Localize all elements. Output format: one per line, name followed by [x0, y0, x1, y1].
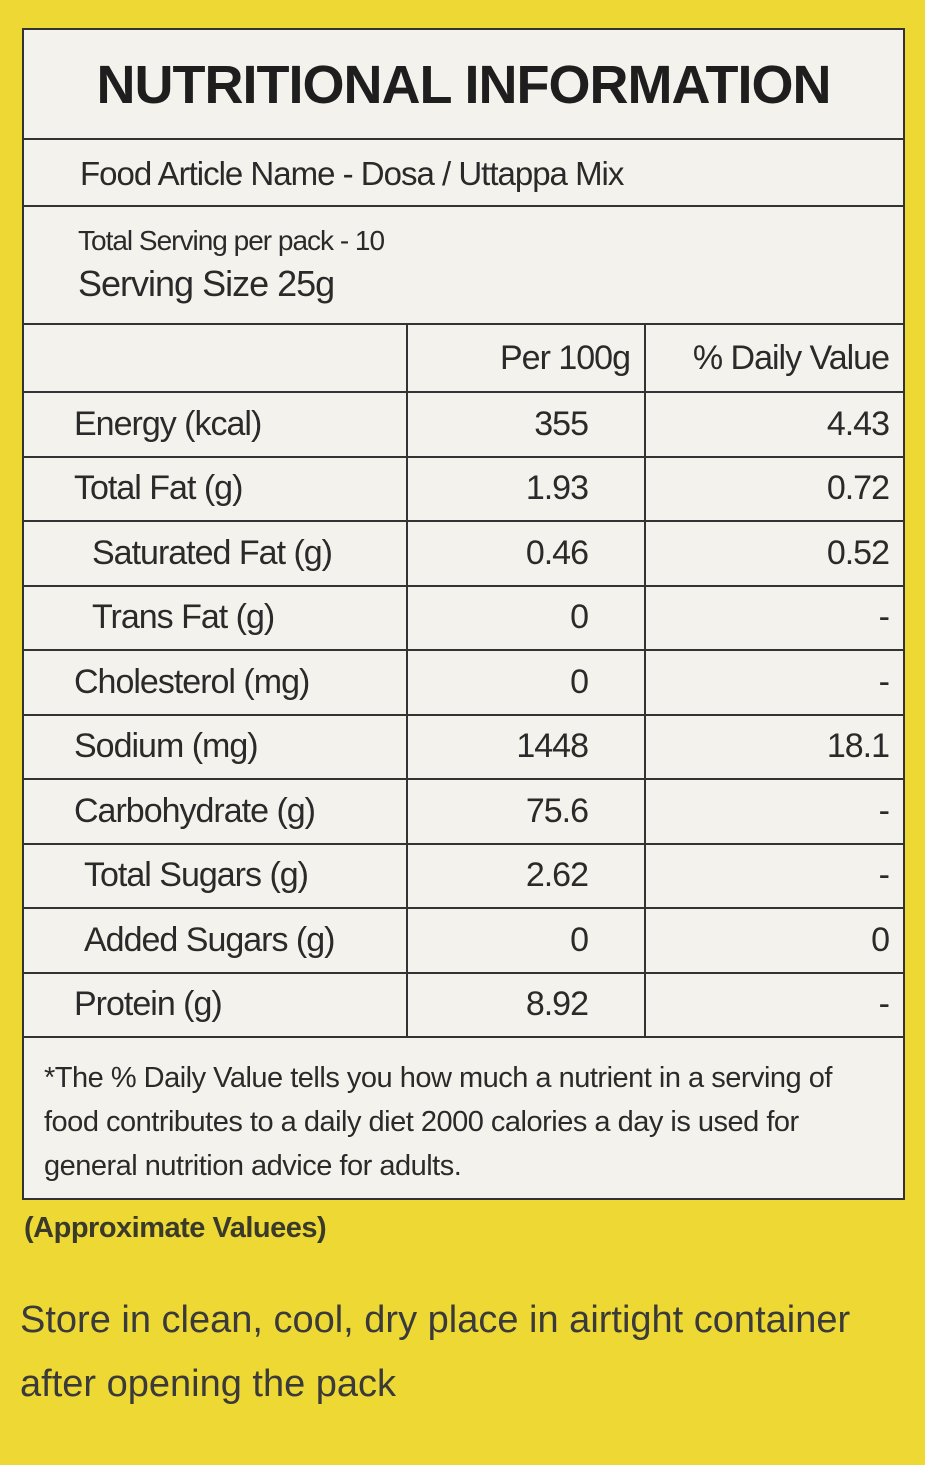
per-100g: 0.46 — [406, 520, 646, 587]
nutrient-name: Added Sugars (g) — [24, 907, 408, 974]
nutrient-name: Total Sugars (g) — [24, 842, 408, 909]
daily-value: 18.1 — [644, 713, 903, 780]
nutrient-row: Saturated Fat (g) 0.46 0.52 — [24, 520, 903, 587]
nutrient-row: Cholesterol (mg) 0- — [24, 649, 903, 716]
table-header: Per 100g % Daily Value — [24, 325, 903, 393]
storage-instructions: Store in clean, cool, dry place in airti… — [20, 1299, 851, 1405]
nutrient-name: Protein (g) — [24, 971, 408, 1038]
daily-value: 0 — [644, 907, 903, 974]
nutrient-name: Cholesterol (mg) — [24, 649, 408, 716]
nutrient-name: Carbohydrate (g) — [24, 778, 408, 845]
nutrient-name: Trans Fat (g) — [24, 584, 408, 651]
nutrient-row: Protein (g) 8.92- — [24, 971, 903, 1038]
daily-value: - — [644, 584, 903, 651]
daily-value: - — [644, 778, 903, 845]
nutrient-row: Total Fat (g) 1.93 0.72 — [24, 455, 903, 522]
label-box: NUTRITIONAL INFORMATION Food Article Nam… — [22, 28, 905, 1200]
per-100g: 0 — [406, 649, 646, 716]
nutrient-row: Trans Fat (g) 0- — [24, 584, 903, 651]
food-name: Food Article Name - Dosa / Uttappa Mix — [24, 140, 903, 207]
serving-size: Serving Size 25g — [78, 263, 335, 304]
per-100g: 1.93 — [406, 455, 646, 522]
nutrition-table: Per 100g % Daily Value Energy (kcal) 355 4… — [24, 325, 903, 1038]
per-100g: 1448 — [406, 713, 646, 780]
daily-value: - — [644, 971, 903, 1038]
daily-value: 0.72 — [644, 455, 903, 522]
daily-value: - — [644, 842, 903, 909]
serving-info: Total Serving per pack - 10 Serving Size… — [24, 207, 903, 325]
per-100g: 355 — [406, 391, 646, 458]
nutrient-name: Total Fat (g) — [24, 455, 408, 522]
per-100g: 0 — [406, 584, 646, 651]
daily-value: 4.43 — [644, 391, 903, 458]
empty-cell — [24, 325, 408, 393]
servings-per-pack: Total Serving per pack - 10 — [78, 225, 385, 256]
footnote: *The % Daily Value tells you how much a … — [44, 1062, 832, 1182]
title: NUTRITIONAL INFORMATION — [24, 30, 903, 140]
note: (Approximate Valuees) — [24, 1212, 327, 1244]
nutrient-name: Energy (kcal) — [24, 391, 408, 458]
nutrient-row: Total Sugars (g) 2.62- — [24, 842, 903, 909]
nutrient-name: Saturated Fat (g) — [24, 520, 408, 587]
nutrient-row: Carbohydrate (g) 75.6- — [24, 778, 903, 845]
per-100g: 0 — [406, 907, 646, 974]
per-100g: 2.62 — [406, 842, 646, 909]
nutrient-row: Added Sugars (g) 0 0 — [24, 907, 903, 974]
column-header: % Daily Value — [644, 325, 903, 393]
nutrient-row: Energy (kcal) 355 4.43 — [24, 391, 903, 458]
nutrient-name: Sodium (mg) — [24, 713, 408, 780]
per-100g: 75.6 — [406, 778, 646, 845]
daily-value: 0.52 — [644, 520, 903, 587]
column-header: Per 100g — [406, 325, 646, 393]
nutrient-row: Sodium (mg) 1448 18.1 — [24, 713, 903, 780]
per-100g: 8.92 — [406, 971, 646, 1038]
daily-value: - — [644, 649, 903, 716]
